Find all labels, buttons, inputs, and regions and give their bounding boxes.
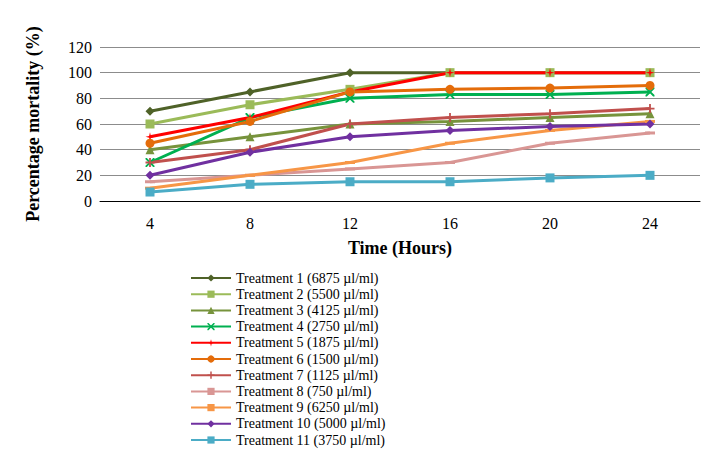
svg-text:Treatment 10 (5000 µl/ml): Treatment 10 (5000 µl/ml): [236, 416, 386, 432]
svg-text:Treatment 7 (1125 µl/ml): Treatment 7 (1125 µl/ml): [236, 368, 378, 384]
svg-text:Treatment 3 (4125 µl/ml): Treatment 3 (4125 µl/ml): [236, 303, 379, 319]
svg-text:8: 8: [246, 215, 254, 232]
svg-text:40: 40: [76, 141, 92, 158]
svg-text:Treatment 11 (3750 µl/ml): Treatment 11 (3750 µl/ml): [236, 433, 385, 449]
svg-text:Percentage mortality (%): Percentage mortality (%): [23, 26, 44, 222]
svg-text:Treatment 2 (5500 µl/ml): Treatment 2 (5500 µl/ml): [236, 287, 379, 303]
svg-text:16: 16: [442, 215, 458, 232]
svg-text:100: 100: [68, 64, 92, 81]
svg-text:Treatment 8 (750 µl/ml): Treatment 8 (750 µl/ml): [236, 384, 372, 400]
svg-text:120: 120: [68, 39, 92, 56]
svg-text:Treatment 6 (1500 µl/ml): Treatment 6 (1500 µl/ml): [236, 352, 379, 368]
svg-text:0: 0: [84, 193, 92, 210]
svg-text:4: 4: [146, 215, 154, 232]
svg-text:24: 24: [642, 215, 658, 232]
svg-text:Treatment 9 (6250 µl/ml): Treatment 9 (6250 µl/ml): [236, 400, 379, 416]
svg-text:20: 20: [542, 215, 558, 232]
svg-text:80: 80: [76, 90, 92, 107]
svg-text:Time (Hours): Time (Hours): [348, 238, 452, 259]
svg-text:20: 20: [76, 167, 92, 184]
svg-text:Treatment 4 (2750 µl/ml): Treatment 4 (2750 µl/ml): [236, 319, 379, 335]
svg-text:Treatment 1 (6875 µl/ml): Treatment 1 (6875 µl/ml): [236, 271, 379, 287]
svg-text:12: 12: [342, 215, 358, 232]
svg-text:Treatment 5 (1875 µl/ml): Treatment 5 (1875 µl/ml): [236, 335, 379, 351]
svg-text:60: 60: [76, 116, 92, 133]
